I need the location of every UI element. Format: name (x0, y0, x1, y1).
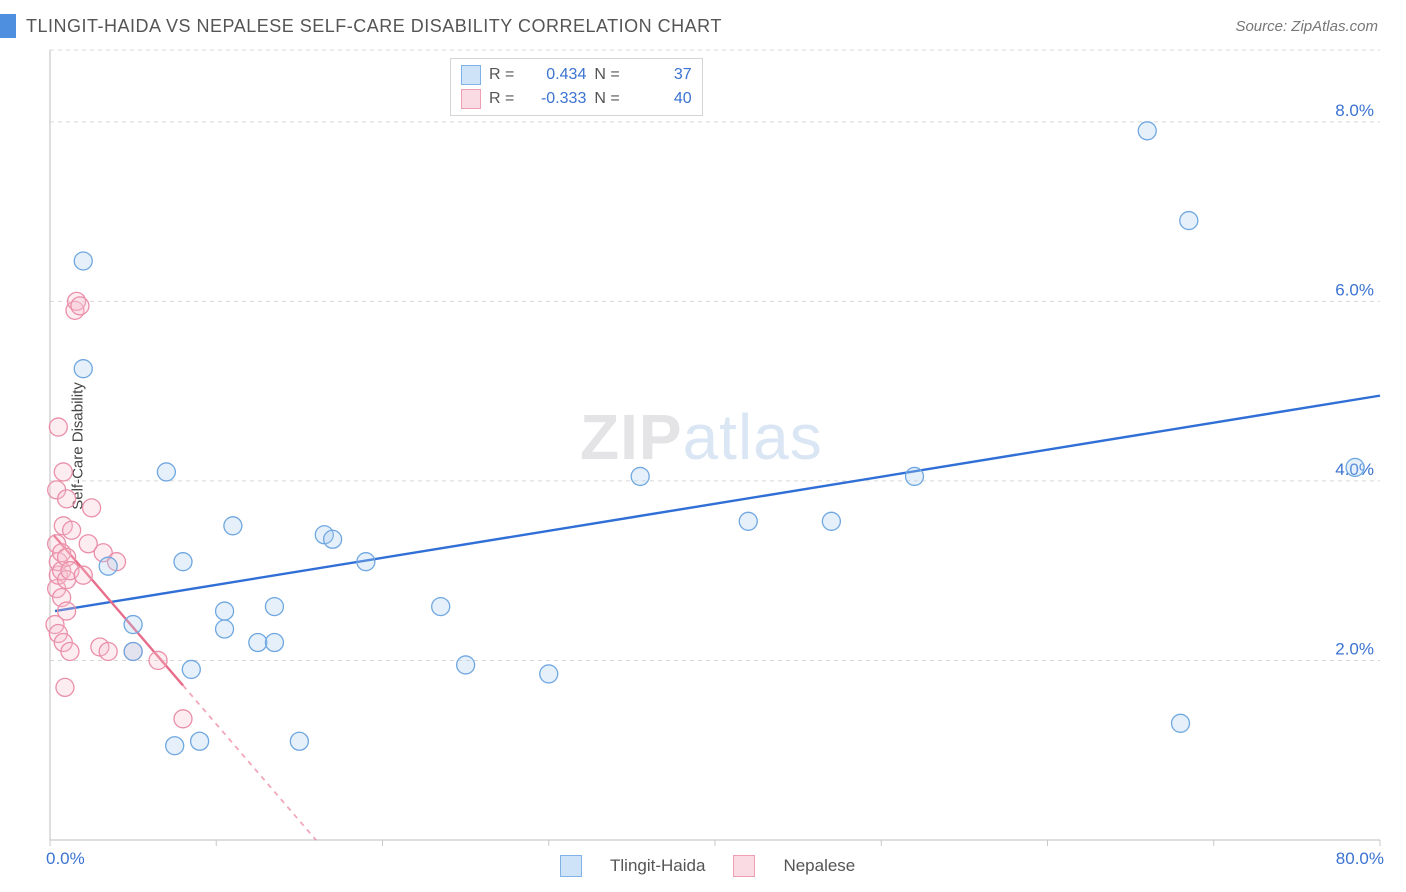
stats-r-value-1: -0.333 (522, 90, 586, 108)
svg-text:2.0%: 2.0% (1335, 639, 1374, 658)
stats-swatch-0 (461, 65, 481, 85)
legend-label-0: Tlingit-Haida (610, 856, 705, 876)
series-legend: Tlingit-Haida Nepalese (560, 855, 855, 877)
chart-title: TLINGIT-HAIDA VS NEPALESE SELF-CARE DISA… (26, 16, 722, 37)
stats-box: R = 0.434 N = 37 R = -0.333 N = 40 (450, 58, 703, 116)
chart-container: TLINGIT-HAIDA VS NEPALESE SELF-CARE DISA… (0, 0, 1406, 892)
stats-r-value-0: 0.434 (522, 66, 586, 84)
svg-text:6.0%: 6.0% (1335, 280, 1374, 299)
stats-swatch-1 (461, 89, 481, 109)
title-bar: TLINGIT-HAIDA VS NEPALESE SELF-CARE DISA… (0, 14, 722, 38)
stats-r-label-1: R = (489, 90, 514, 108)
svg-text:0.0%: 0.0% (46, 849, 85, 868)
stats-r-label-0: R = (489, 66, 514, 84)
stats-row-0: R = 0.434 N = 37 (461, 63, 692, 87)
stats-n-value-1: 40 (628, 90, 692, 108)
stats-n-label-1: N = (594, 90, 619, 108)
source-label: Source: ZipAtlas.com (1235, 18, 1378, 35)
legend-label-1: Nepalese (783, 856, 855, 876)
plot-area: 2.0%4.0%6.0%8.0%0.0%80.0% (50, 50, 1380, 840)
svg-text:8.0%: 8.0% (1335, 101, 1374, 120)
stats-n-value-0: 37 (628, 66, 692, 84)
stats-n-label-0: N = (594, 66, 619, 84)
legend-swatch-1 (733, 855, 755, 877)
plot-svg: 2.0%4.0%6.0%8.0%0.0%80.0% (50, 50, 1380, 840)
legend-swatch-0 (560, 855, 582, 877)
svg-text:80.0%: 80.0% (1336, 849, 1384, 868)
title-swatch (0, 14, 16, 38)
stats-row-1: R = -0.333 N = 40 (461, 87, 692, 111)
